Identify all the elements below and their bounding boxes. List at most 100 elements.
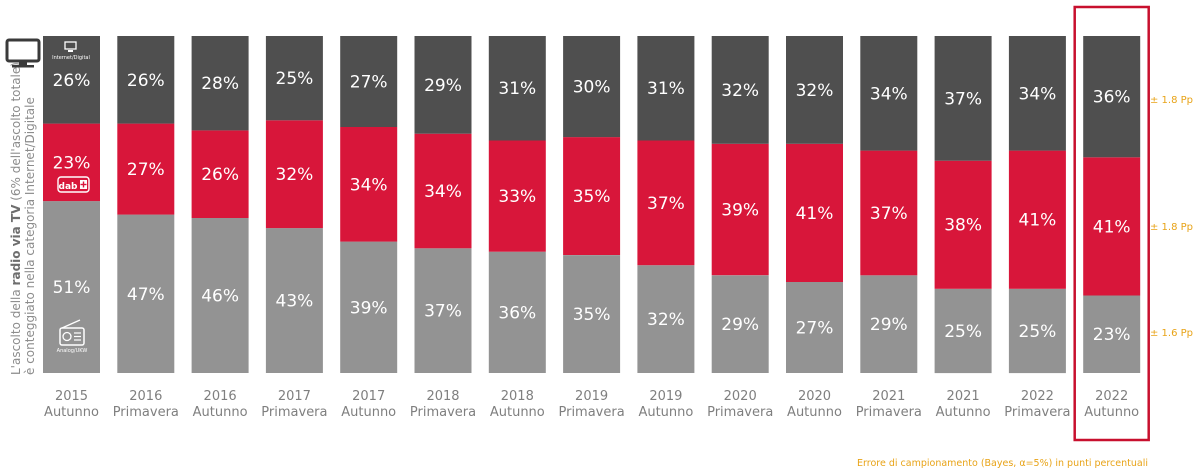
x-tick-label-7-0: 2019 [575, 389, 608, 404]
value-label-s1-c7: 35% [573, 187, 611, 207]
x-tick-label-3-1: Primavera [261, 405, 327, 420]
bar-segment-s2-c3 [265, 36, 323, 121]
x-tick-label-8-1: Autunno [638, 405, 693, 420]
bar-segment-s2-c7 [563, 36, 621, 138]
bar-segment-s1-c0 [43, 123, 100, 202]
bar-segment-s2-c13 [1008, 36, 1066, 151]
value-label-s0-c1: 47% [127, 285, 165, 305]
value-label-s2-c9: 32% [721, 81, 759, 101]
bar-segment-s1-c1 [117, 123, 175, 215]
x-tick-label-3-0: 2017 [278, 389, 311, 404]
value-label-s2-c6: 31% [498, 79, 536, 99]
sampling-error-top: ± 1.8 Pp [1150, 95, 1193, 106]
x-tick-label-9-0: 2020 [724, 389, 757, 404]
bar-segment-s1-c6 [488, 140, 546, 252]
bar-segment-s0-c14 [1083, 295, 1141, 373]
value-label-s1-c2: 26% [201, 165, 239, 185]
value-label-s0-c4: 39% [350, 298, 388, 318]
x-tick-label-4-0: 2017 [352, 389, 385, 404]
footnote: Errore di campionamento (Bayes, α=5%) in… [857, 458, 1148, 469]
value-label-s2-c13: 34% [1019, 84, 1057, 104]
bar-segment-s1-c11 [860, 150, 918, 276]
value-label-s1-c13: 41% [1019, 211, 1057, 231]
x-tick-label-10-0: 2020 [798, 389, 831, 404]
bar-segment-s1-c13 [1008, 150, 1066, 289]
value-label-s1-c0: 23% [53, 153, 91, 173]
x-tick-label-5-0: 2018 [426, 389, 459, 404]
bar-segment-s1-c4 [340, 127, 398, 242]
x-tick-label-8-0: 2019 [649, 389, 682, 404]
x-tick-label-11-0: 2021 [872, 389, 905, 404]
x-tick-label-1-0: 2016 [129, 389, 162, 404]
x-tick-label-11-1: Primavera [856, 405, 922, 420]
bar-segment-s2-c2 [191, 36, 249, 131]
bar-segment-s0-c11 [860, 275, 918, 373]
bar-segment-s2-c6 [488, 36, 546, 141]
value-label-s1-c1: 27% [127, 160, 165, 180]
value-label-s1-c11: 37% [870, 204, 908, 224]
bar-segment-s2-c4 [340, 36, 398, 127]
bar-segment-s1-c2 [191, 130, 249, 218]
bar-segment-s0-c1 [117, 214, 175, 373]
value-label-s2-c2: 28% [201, 74, 239, 94]
x-tick-label-5-1: Primavera [410, 405, 476, 420]
bar-segment-s0-c8 [637, 265, 695, 373]
value-label-s2-c3: 25% [276, 69, 314, 89]
value-label-s0-c6: 36% [498, 303, 536, 323]
value-label-s2-c4: 27% [350, 73, 388, 93]
dab-icon-label: dab [59, 182, 79, 192]
bar-segment-s2-c8 [637, 36, 695, 141]
value-label-s1-c14: 41% [1093, 217, 1131, 237]
x-tick-label-9-1: Primavera [707, 405, 773, 420]
y-axis-label-line2: è conteggiato nella categoria Internet/D… [23, 97, 37, 375]
x-tick-label-13-0: 2022 [1021, 389, 1054, 404]
value-label-s1-c10: 41% [796, 204, 834, 224]
x-tick-label-14-0: 2022 [1095, 389, 1128, 404]
bars-group [43, 36, 1141, 374]
bar-segment-s0-c6 [488, 251, 546, 373]
x-tick-label-6-0: 2018 [501, 389, 534, 404]
value-label-s1-c4: 34% [350, 175, 388, 195]
value-label-s2-c10: 32% [796, 81, 834, 101]
x-tick-label-14-1: Autunno [1084, 405, 1139, 420]
bar-segment-s1-c3 [265, 120, 323, 229]
value-label-s0-c3: 43% [276, 292, 314, 312]
value-label-s0-c9: 29% [721, 315, 759, 335]
bar-segment-s0-c9 [711, 275, 769, 373]
x-tick-label-4-1: Autunno [341, 405, 396, 420]
value-label-s0-c5: 37% [424, 302, 462, 322]
x-tick-label-10-1: Autunno [787, 405, 842, 420]
bar-segment-s0-c10 [786, 282, 843, 373]
value-label-s1-c3: 32% [276, 165, 314, 185]
x-tick-label-6-1: Autunno [490, 405, 545, 420]
value-label-s1-c6: 33% [498, 187, 536, 207]
bar-segment-s1-c9 [711, 143, 769, 276]
bar-segment-s1-c14 [1083, 157, 1141, 296]
value-label-s0-c13: 25% [1019, 322, 1057, 342]
value-label-s2-c14: 36% [1093, 88, 1131, 108]
bar-segment-s0-c5 [414, 248, 472, 373]
bar-segment-s1-c5 [414, 133, 472, 249]
bar-segment-s1-c7 [563, 137, 621, 255]
x-tick-label-2-0: 2016 [204, 389, 237, 404]
bar-segment-s2-c11 [860, 36, 918, 151]
bar-segment-s0-c12 [934, 288, 992, 374]
value-label-s1-c9: 39% [721, 201, 759, 221]
bar-segment-s0-c3 [265, 228, 323, 373]
bar-segment-s1-c12 [934, 160, 992, 289]
sampling-error-middle: ± 1.8 Pp [1150, 222, 1193, 233]
y-axis-label-bold: radio via TV [9, 204, 23, 286]
highlight-frame [1073, 5, 1150, 442]
x-tick-label-12-1: Autunno [936, 405, 991, 420]
svg-text:L'ascolto della radio via TV (: L'ascolto della radio via TV (6% dell'as… [9, 62, 23, 375]
value-label-s0-c12: 25% [944, 322, 982, 342]
x-tick-label-1-1: Primavera [113, 405, 179, 420]
bar-segment-s0-c7 [563, 255, 621, 373]
value-label-s0-c2: 46% [201, 287, 239, 307]
value-label-s0-c14: 23% [1093, 325, 1131, 345]
bar-segment-s2-c1 [117, 36, 175, 124]
x-tick-label-13-1: Primavera [1004, 405, 1070, 420]
internet-digital-icon: Internet/Digital [52, 41, 90, 61]
x-tick-label-2-1: Autunno [193, 405, 248, 420]
